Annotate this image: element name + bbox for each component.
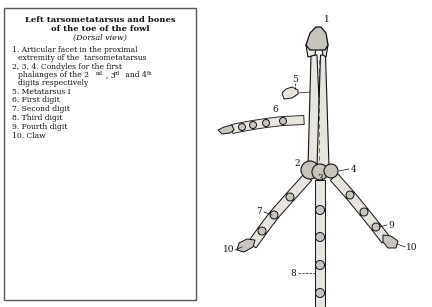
Polygon shape bbox=[286, 174, 312, 200]
Polygon shape bbox=[258, 212, 278, 234]
Circle shape bbox=[315, 289, 324, 297]
FancyBboxPatch shape bbox=[4, 8, 196, 300]
Polygon shape bbox=[315, 293, 325, 307]
Circle shape bbox=[258, 227, 266, 235]
Polygon shape bbox=[383, 235, 398, 248]
Text: th: th bbox=[146, 71, 152, 76]
Text: and 4: and 4 bbox=[123, 71, 147, 79]
Text: 6. First digit: 6. First digit bbox=[12, 96, 60, 104]
Polygon shape bbox=[315, 265, 325, 293]
Text: 9: 9 bbox=[388, 220, 394, 230]
Circle shape bbox=[315, 205, 324, 215]
Text: 9. Fourth digit: 9. Fourth digit bbox=[12, 123, 67, 131]
Polygon shape bbox=[270, 194, 294, 218]
Polygon shape bbox=[306, 27, 328, 50]
Polygon shape bbox=[308, 55, 322, 167]
Text: 10: 10 bbox=[222, 246, 234, 255]
Text: 2: 2 bbox=[294, 160, 300, 169]
Text: rd: rd bbox=[114, 71, 120, 76]
Circle shape bbox=[315, 261, 324, 270]
Text: phalanges of the 2: phalanges of the 2 bbox=[18, 71, 89, 79]
Circle shape bbox=[346, 191, 354, 199]
Text: (Dorsal view): (Dorsal view) bbox=[73, 34, 127, 42]
Text: 2, 3, 4. Condyles for the first: 2, 3, 4. Condyles for the first bbox=[12, 63, 122, 71]
Text: 4: 4 bbox=[351, 165, 357, 173]
Polygon shape bbox=[372, 224, 390, 243]
Text: 7. Second digit: 7. Second digit bbox=[12, 105, 70, 113]
Polygon shape bbox=[320, 35, 328, 57]
Circle shape bbox=[312, 164, 328, 180]
Polygon shape bbox=[282, 87, 298, 99]
Circle shape bbox=[360, 208, 368, 216]
Text: , 3: , 3 bbox=[106, 71, 116, 79]
Polygon shape bbox=[241, 121, 254, 131]
Text: digits respectively: digits respectively bbox=[18, 79, 88, 87]
Circle shape bbox=[324, 164, 338, 178]
Polygon shape bbox=[330, 174, 354, 198]
Circle shape bbox=[238, 123, 245, 130]
Text: 1: 1 bbox=[324, 15, 330, 25]
Circle shape bbox=[280, 118, 286, 125]
Circle shape bbox=[250, 122, 257, 129]
Text: extremity of the  tarsometatarsus: extremity of the tarsometatarsus bbox=[18, 54, 146, 62]
Text: nd: nd bbox=[95, 71, 102, 76]
Text: 1. Articular facet in the proximal: 1. Articular facet in the proximal bbox=[12, 46, 137, 54]
Polygon shape bbox=[315, 180, 325, 210]
Text: 10. Claw: 10. Claw bbox=[12, 132, 46, 140]
Polygon shape bbox=[237, 239, 255, 252]
Text: Left tarsometatarsus and bones: Left tarsometatarsus and bones bbox=[25, 16, 175, 24]
Polygon shape bbox=[218, 125, 234, 134]
Text: 5. Metatarsus I: 5. Metatarsus I bbox=[12, 88, 70, 96]
Polygon shape bbox=[315, 237, 325, 265]
Text: 8: 8 bbox=[290, 269, 296, 278]
Circle shape bbox=[286, 193, 294, 201]
Polygon shape bbox=[346, 192, 368, 215]
Text: 7: 7 bbox=[256, 207, 262, 216]
Polygon shape bbox=[266, 117, 283, 127]
Text: 5: 5 bbox=[292, 75, 298, 84]
Text: 6: 6 bbox=[272, 104, 278, 114]
Polygon shape bbox=[317, 55, 329, 167]
Polygon shape bbox=[283, 115, 304, 126]
Circle shape bbox=[301, 161, 319, 179]
Text: 10: 10 bbox=[406, 243, 417, 252]
Text: 3: 3 bbox=[317, 174, 323, 183]
Polygon shape bbox=[360, 209, 380, 230]
Text: of the toe of the fowl: of the toe of the fowl bbox=[51, 25, 149, 33]
Circle shape bbox=[372, 223, 380, 231]
Circle shape bbox=[315, 232, 324, 242]
Polygon shape bbox=[315, 210, 325, 237]
Polygon shape bbox=[306, 35, 317, 57]
Text: 8. Third digit: 8. Third digit bbox=[12, 114, 62, 122]
Circle shape bbox=[263, 119, 270, 126]
Polygon shape bbox=[248, 228, 266, 248]
Polygon shape bbox=[231, 122, 243, 134]
Polygon shape bbox=[252, 119, 267, 130]
Circle shape bbox=[270, 211, 278, 219]
